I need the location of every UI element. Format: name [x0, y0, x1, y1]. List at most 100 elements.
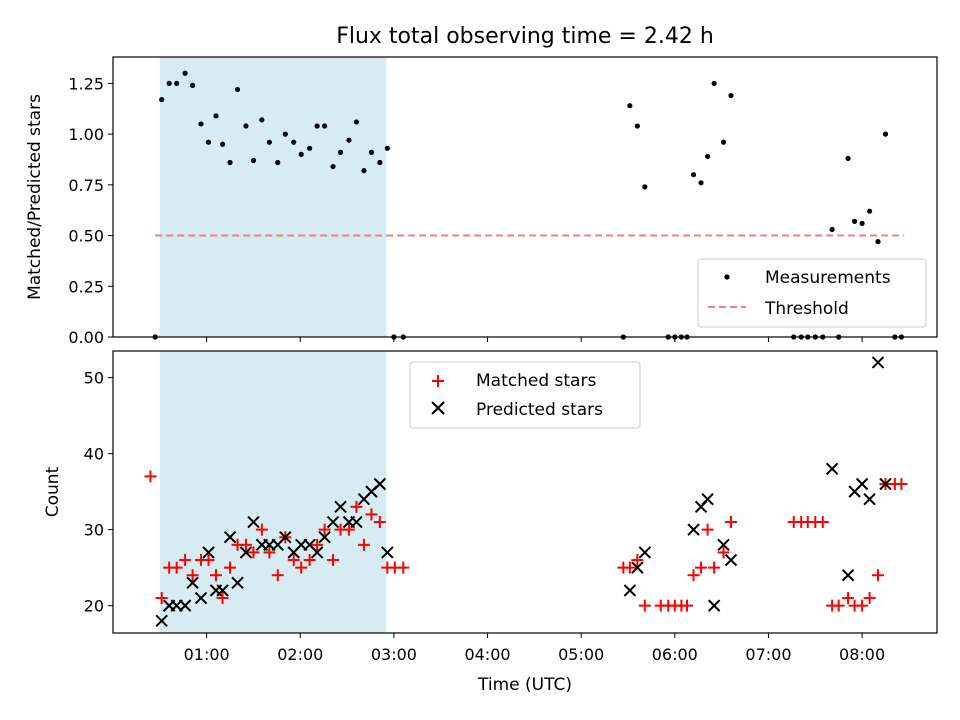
- y-tick-label: 50: [84, 369, 104, 388]
- measurement-point: [882, 131, 889, 137]
- x-b: [178, 599, 192, 612]
- x-b: [638, 546, 652, 559]
- measurement-point: [627, 103, 633, 109]
- x-b: [381, 546, 394, 559]
- measurement-point: [720, 139, 727, 145]
- x-b: [373, 477, 387, 491]
- predicted-stars-point: [381, 546, 394, 559]
- matched-stars-point: [357, 538, 370, 551]
- measurement-point: [728, 92, 734, 99]
- measurement-point: [166, 80, 172, 86]
- measurement-point: [634, 123, 640, 129]
- x-b: [303, 538, 316, 552]
- x-b: [871, 356, 885, 369]
- predicted-stars-point: [178, 599, 192, 612]
- measurement-point: [198, 121, 204, 127]
- x-b: [717, 538, 730, 552]
- x-tick-label: 02:00: [277, 645, 323, 664]
- x-b: [216, 584, 229, 597]
- matched-stars-point: [216, 592, 229, 605]
- measurement-point: [227, 159, 233, 166]
- predicted-stars-point: [194, 591, 208, 605]
- matched-stars-point: [155, 592, 168, 605]
- predicted-stars-point: [326, 515, 340, 529]
- measurement-point: [690, 172, 697, 178]
- matched-stars-point: [271, 569, 284, 582]
- predicted-stars-point: [841, 569, 855, 582]
- y-tick-label: 0.25: [68, 277, 104, 296]
- measurement-point: [330, 163, 336, 170]
- measurement-point: [182, 70, 188, 76]
- measurement-point: [213, 113, 219, 119]
- x-b: [318, 531, 331, 544]
- top-panel-legend: Measurements Threshold: [697, 258, 927, 328]
- matched-stars-point: [872, 569, 885, 582]
- x-b: [701, 493, 714, 506]
- top-panel-shaded-span: [159, 57, 387, 337]
- legend-matched-marker: [432, 375, 444, 387]
- matched-stars-point: [816, 516, 829, 529]
- matched-stars-point: [717, 546, 730, 559]
- measurement-point: [159, 97, 165, 103]
- measurement-point: [259, 117, 265, 123]
- predicted-stars-point: [350, 515, 363, 529]
- top-panel-y-ticks: 0.00 0.25 0.50 0.75 1.00 1.25: [68, 74, 113, 347]
- measurement-point: [307, 145, 313, 151]
- matched-stars-point: [186, 569, 199, 582]
- measurement-point: [845, 155, 851, 162]
- measurement-point: [314, 123, 320, 129]
- predicted-stars-point: [202, 546, 215, 559]
- predicted-stars-point: [631, 561, 644, 574]
- predicted-stars-point: [216, 584, 229, 597]
- measurement-point: [866, 208, 873, 214]
- measurement-point: [852, 218, 858, 224]
- matched-stars-point: [832, 599, 845, 612]
- matched-stars-point: [287, 554, 300, 567]
- matched-stars-point: [247, 546, 260, 559]
- measurement-point: [698, 180, 704, 186]
- matched-stars-point: [311, 538, 324, 551]
- y-tick-label: 0.00: [68, 328, 104, 347]
- top-panel: 0.00 0.25 0.50 0.75 1.00 1.25 Matched/Predict…: [25, 56, 938, 347]
- bottom-panel-legend: Matched stars Predicted stars: [409, 361, 641, 429]
- measurement-point: [189, 82, 196, 89]
- predicted-stars-point: [310, 546, 324, 559]
- matched-stars-point: [856, 599, 869, 612]
- matched-stars-point: [623, 561, 636, 574]
- predicted-stars-point: [825, 462, 839, 476]
- x-b: [334, 500, 347, 514]
- top-legend-box: [697, 258, 927, 328]
- chart-title: Flux total observing time = 2.42 h: [336, 24, 714, 49]
- x-b: [186, 576, 199, 590]
- x-b: [202, 546, 215, 559]
- bottom-legend-box: [409, 361, 641, 429]
- bottom-panel-x-ticks: 01:00 02:00 03:00 04:00 05:00 06:00 07:00 08:00: [184, 633, 885, 664]
- predicted-stars-point: [318, 531, 331, 544]
- predicted-stars-point: [879, 477, 892, 491]
- measurement-point: [875, 239, 881, 245]
- legend-threshold-label: Threshold: [764, 299, 849, 319]
- measurement-point: [337, 149, 344, 155]
- matched-stars-point: [687, 569, 700, 582]
- predicted-stars-point: [155, 614, 168, 628]
- x-tick-label: 06:00: [652, 645, 698, 664]
- x-tick-label: 05:00: [558, 645, 604, 664]
- predicted-stars-point: [239, 546, 253, 559]
- legend-predicted-marker: [431, 401, 445, 415]
- matched-stars-point: [295, 561, 308, 574]
- x-b: [239, 546, 253, 559]
- x-b: [841, 569, 855, 582]
- measurement-point: [322, 123, 328, 129]
- y-tick-label: 0.50: [68, 227, 104, 246]
- y-tick-label: 1.00: [68, 125, 104, 144]
- y-tick-label: 1.25: [68, 74, 104, 93]
- matched-stars-point: [144, 470, 157, 483]
- predicted-stars-point: [687, 523, 700, 536]
- measurement-point: [377, 159, 383, 166]
- predicted-stars-point: [231, 576, 244, 590]
- measurement-point: [353, 119, 360, 125]
- measurement-point: [243, 123, 249, 129]
- x-b: [863, 493, 876, 506]
